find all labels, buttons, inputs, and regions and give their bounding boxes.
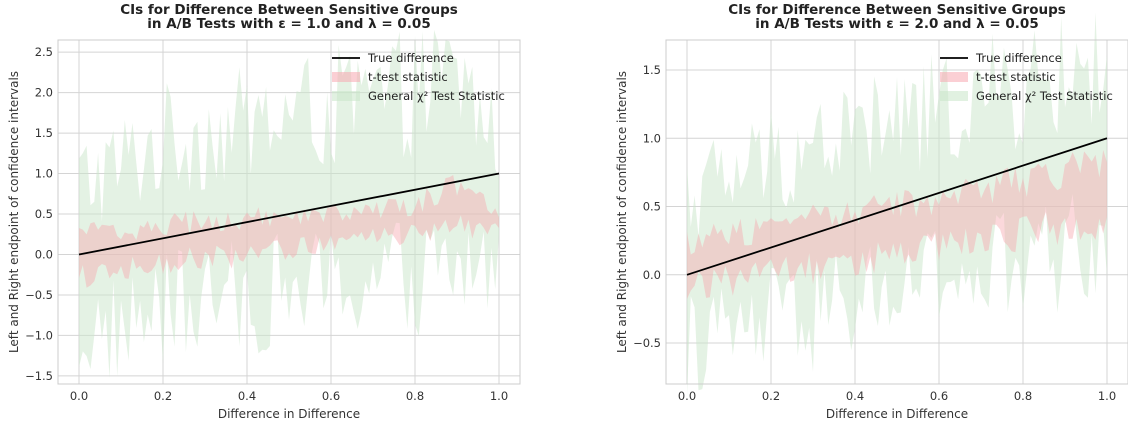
y-tick-label: −0.5 — [633, 336, 661, 350]
legend-swatch-chi-square — [940, 91, 968, 101]
x-tick-label: 0.2 — [762, 389, 780, 403]
x-tick-label: 1.0 — [1098, 389, 1116, 403]
x-tick-label: 0.4 — [846, 389, 864, 403]
chi-square-band — [687, 12, 1107, 396]
t-test-band — [687, 150, 1107, 299]
y-tick-label: −1.0 — [25, 328, 53, 342]
x-tick-label: 0.0 — [70, 389, 88, 403]
y-tick-label: 0.5 — [35, 207, 53, 221]
y-axis-label: Left and Right endpoint of confidence in… — [7, 71, 21, 353]
legend-label: t-test statistic — [368, 70, 448, 84]
x-tick-label: 0.6 — [930, 389, 948, 403]
chi-square-band — [79, 29, 499, 378]
t-test-band — [79, 175, 499, 288]
chart-title-line1: CIs for Difference Between Sensitive Gro… — [120, 2, 458, 18]
x-tick-label: 0.8 — [406, 389, 424, 403]
plot-frame — [665, 39, 1128, 385]
y-tick-label: 0.0 — [643, 268, 661, 282]
legend-swatch-t-test — [940, 72, 968, 82]
y-tick-label: 2.5 — [35, 45, 53, 59]
y-tick-label: 0.0 — [35, 247, 53, 261]
chart-title-line1: CIs for Difference Between Sensitive Gro… — [728, 2, 1066, 18]
y-tick-label: 0.5 — [643, 200, 661, 214]
legend: True difference t-test statistic General χ… — [940, 51, 1113, 103]
legend-swatch-chi-square — [332, 91, 360, 101]
x-tick-label: 0.8 — [1014, 389, 1032, 403]
y-axis-label: Left and Right endpoint of confidence in… — [615, 71, 629, 353]
legend-label: General χ² Test Statistic — [976, 89, 1113, 103]
legend-swatch-t-test — [332, 72, 360, 82]
legend-label: True difference — [975, 51, 1062, 65]
true-difference-line — [78, 172, 500, 256]
true-difference-line — [686, 137, 1108, 276]
x-axis-label: Difference in Difference — [826, 407, 968, 421]
legend: True difference t-test statistic General χ… — [332, 51, 505, 103]
x-axis-label: Difference in Difference — [218, 407, 360, 421]
x-tick-label: 0.4 — [238, 389, 256, 403]
x-tick-label: 0.2 — [154, 389, 172, 403]
y-tick-label: 1.0 — [643, 131, 661, 145]
plot-frame — [57, 39, 521, 385]
chart-title-line2: in A/B Tests with ε = 2.0 and λ = 0.05 — [755, 16, 1038, 32]
y-tick-label: 1.5 — [35, 126, 53, 140]
x-tick-label: 0.0 — [678, 389, 696, 403]
chart-title-line2: in A/B Tests with ε = 1.0 and λ = 0.05 — [147, 16, 430, 32]
legend-label: t-test statistic — [976, 70, 1056, 84]
y-tick-label: −1.5 — [25, 369, 53, 383]
y-tick-label: 1.0 — [35, 167, 53, 181]
legend-label: True difference — [367, 51, 454, 65]
legend-label: General χ² Test Statistic — [368, 89, 505, 103]
y-tick-label: 2.0 — [35, 86, 53, 100]
chart-panel-1: CIs for Difference Between Sensitive Gro… — [7, 2, 521, 421]
y-tick-label: −0.5 — [25, 288, 53, 302]
chart-panel-2: CIs for Difference Between Sensitive Gro… — [615, 2, 1128, 421]
y-tick-label: 1.5 — [643, 63, 661, 77]
x-tick-label: 1.0 — [490, 389, 508, 403]
x-tick-label: 0.6 — [322, 389, 340, 403]
